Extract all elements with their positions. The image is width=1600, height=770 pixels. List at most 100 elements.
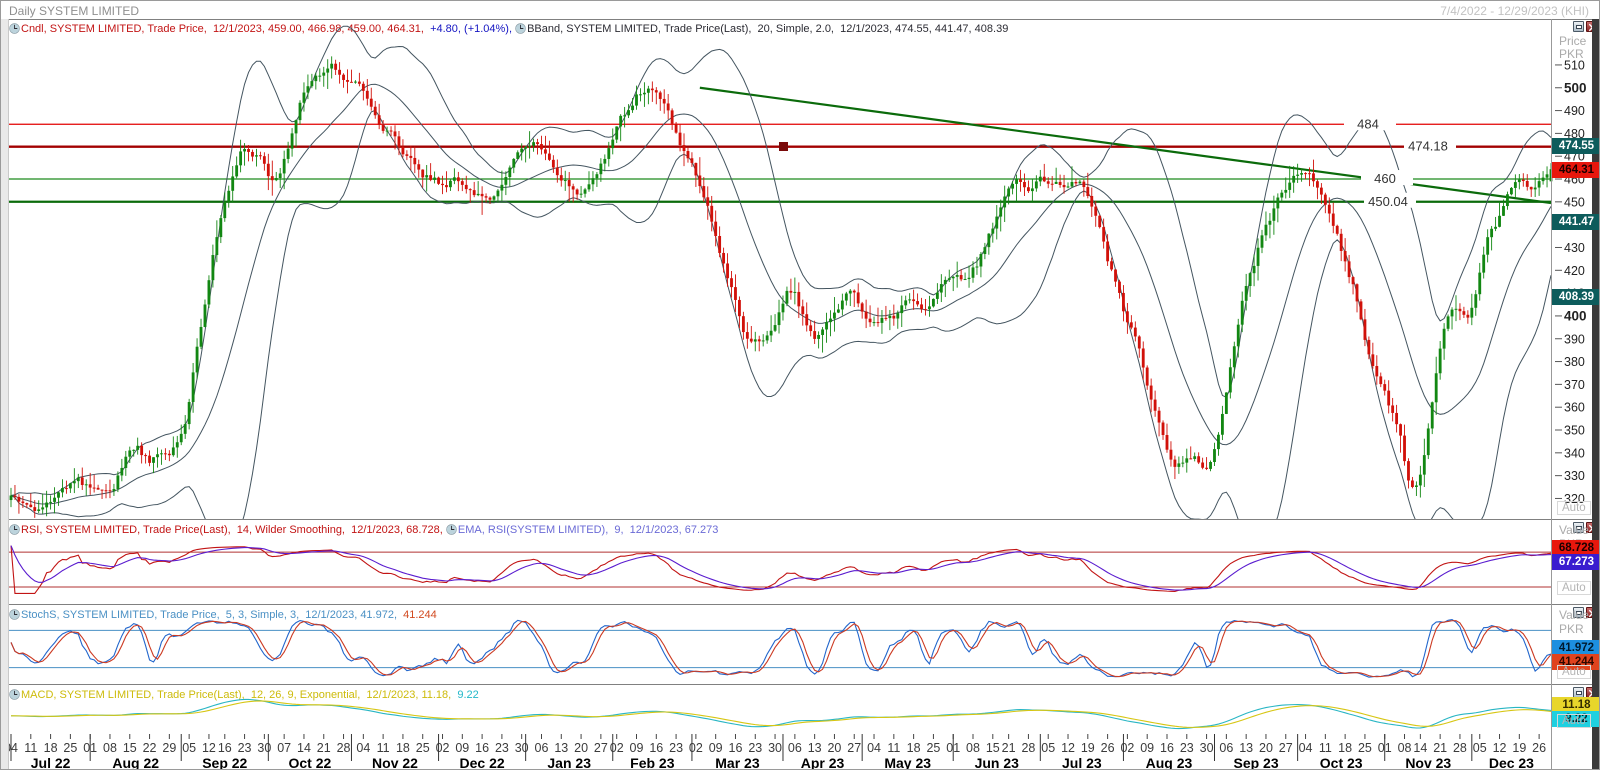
svg-text:Dec 22: Dec 22 <box>460 755 505 770</box>
svg-text:30: 30 <box>257 741 271 755</box>
svg-text:26: 26 <box>1532 741 1546 755</box>
svg-text:490: 490 <box>1564 104 1585 118</box>
svg-text:Jan 23: Jan 23 <box>547 755 591 770</box>
svg-text:08: 08 <box>966 741 980 755</box>
svg-text:Sep 23: Sep 23 <box>1233 755 1278 770</box>
svg-text:15: 15 <box>123 741 137 755</box>
svg-text:06: 06 <box>788 741 802 755</box>
svg-text:16: 16 <box>729 741 743 755</box>
svg-text:02: 02 <box>436 741 450 755</box>
svg-text:330: 330 <box>1564 469 1585 483</box>
svg-text:484: 484 <box>1357 116 1379 131</box>
svg-text:21: 21 <box>1002 741 1016 755</box>
svg-text:05: 05 <box>182 741 196 755</box>
svg-text:460: 460 <box>1374 171 1396 186</box>
svg-text:30: 30 <box>515 741 529 755</box>
svg-text:07: 07 <box>277 741 291 755</box>
svg-text:23: 23 <box>1180 741 1194 755</box>
svg-text:08: 08 <box>1398 741 1412 755</box>
svg-text:Jul 22: Jul 22 <box>31 755 71 770</box>
svg-text:500: 500 <box>1564 80 1587 95</box>
svg-text:May 23: May 23 <box>884 755 931 770</box>
svg-text:09: 09 <box>630 741 644 755</box>
svg-text:25: 25 <box>926 741 940 755</box>
svg-text:11: 11 <box>887 741 900 755</box>
svg-text:05: 05 <box>1041 741 1055 755</box>
svg-text:Oct 22: Oct 22 <box>288 755 331 770</box>
svg-text:Feb 23: Feb 23 <box>630 755 675 770</box>
svg-text:25: 25 <box>1358 741 1372 755</box>
svg-text:Aug 23: Aug 23 <box>1146 755 1193 770</box>
svg-text:25: 25 <box>416 741 430 755</box>
svg-text:430: 430 <box>1564 241 1585 255</box>
svg-text:09: 09 <box>455 741 469 755</box>
svg-text:Apr 23: Apr 23 <box>801 755 845 770</box>
svg-text:16: 16 <box>649 741 663 755</box>
svg-text:380: 380 <box>1564 355 1585 369</box>
svg-text:23: 23 <box>669 741 683 755</box>
svg-text:30: 30 <box>1200 741 1214 755</box>
svg-text:22: 22 <box>143 741 157 755</box>
svg-text:02: 02 <box>1120 741 1134 755</box>
svg-text:23: 23 <box>495 741 509 755</box>
svg-text:370: 370 <box>1564 378 1585 392</box>
svg-text:19: 19 <box>1512 741 1526 755</box>
svg-text:14: 14 <box>1413 741 1427 755</box>
svg-text:390: 390 <box>1564 332 1585 346</box>
svg-text:11: 11 <box>24 741 37 755</box>
svg-text:16: 16 <box>218 741 232 755</box>
svg-text:Aug 22: Aug 22 <box>112 755 159 770</box>
svg-text:26: 26 <box>1101 741 1115 755</box>
svg-text:09: 09 <box>709 741 723 755</box>
svg-text:13: 13 <box>554 741 568 755</box>
svg-text:21: 21 <box>1433 741 1447 755</box>
svg-text:13: 13 <box>1239 741 1253 755</box>
svg-text:12: 12 <box>202 741 216 755</box>
svg-text:28: 28 <box>337 741 351 755</box>
svg-text:18: 18 <box>907 741 921 755</box>
svg-text:02: 02 <box>689 741 703 755</box>
svg-text:16: 16 <box>1160 741 1174 755</box>
svg-text:29: 29 <box>162 741 176 755</box>
svg-text:Nov 22: Nov 22 <box>372 755 418 770</box>
svg-text:08: 08 <box>103 741 117 755</box>
svg-text:Mar 23: Mar 23 <box>715 755 760 770</box>
svg-text:360: 360 <box>1564 401 1585 415</box>
svg-text:04: 04 <box>1299 741 1313 755</box>
svg-text:15: 15 <box>986 741 1000 755</box>
svg-text:09: 09 <box>1140 741 1154 755</box>
svg-text:Sep 22: Sep 22 <box>202 755 247 770</box>
svg-text:06: 06 <box>535 741 549 755</box>
svg-text:Jul 23: Jul 23 <box>1062 755 1102 770</box>
svg-text:27: 27 <box>847 741 861 755</box>
svg-text:23: 23 <box>238 741 252 755</box>
svg-text:21: 21 <box>317 741 331 755</box>
svg-text:18: 18 <box>1338 741 1352 755</box>
svg-text:450: 450 <box>1564 195 1585 209</box>
svg-text:20: 20 <box>574 741 588 755</box>
svg-text:18: 18 <box>44 741 58 755</box>
svg-text:474.18: 474.18 <box>1408 139 1448 154</box>
svg-text:420: 420 <box>1564 264 1585 278</box>
svg-text:12: 12 <box>1493 741 1507 755</box>
svg-text:06: 06 <box>1219 741 1233 755</box>
svg-text:27: 27 <box>1279 741 1293 755</box>
svg-text:16: 16 <box>475 741 489 755</box>
svg-text:350: 350 <box>1564 424 1585 438</box>
svg-text:12: 12 <box>1061 741 1075 755</box>
svg-text:20: 20 <box>1259 741 1273 755</box>
svg-text:20: 20 <box>827 741 841 755</box>
svg-text:27: 27 <box>594 741 608 755</box>
svg-text:Jun 23: Jun 23 <box>975 755 1020 770</box>
svg-text:18: 18 <box>396 741 410 755</box>
svg-text:28: 28 <box>1453 741 1467 755</box>
svg-text:30: 30 <box>768 741 782 755</box>
svg-text:450.04: 450.04 <box>1368 194 1408 209</box>
svg-text:340: 340 <box>1564 446 1585 460</box>
svg-text:Nov 23: Nov 23 <box>1405 755 1451 770</box>
svg-text:23: 23 <box>748 741 762 755</box>
svg-text:04: 04 <box>356 741 370 755</box>
svg-text:Dec 23: Dec 23 <box>1489 755 1534 770</box>
svg-text:05: 05 <box>1473 741 1487 755</box>
svg-text:11: 11 <box>377 741 390 755</box>
